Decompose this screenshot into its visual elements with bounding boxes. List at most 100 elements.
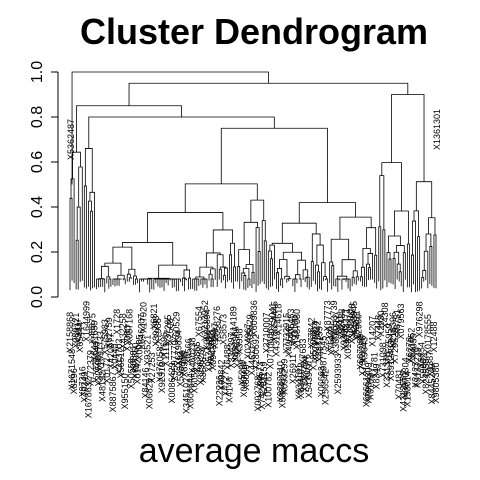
- leaf-label: X000014: [239, 361, 249, 397]
- dendrogram-branch: [88, 200, 92, 287]
- dendrogram-branch: [241, 272, 246, 282]
- dendrogram-branch: [243, 275, 247, 291]
- dendrogram-branch: [229, 254, 232, 283]
- leaf-label: X1697733: [96, 331, 106, 372]
- leaf-label: X345102: [182, 378, 192, 414]
- dendrogram-branch: [121, 242, 174, 266]
- leaf-label: X2920: [233, 342, 243, 368]
- dendrogram-branch: [302, 269, 309, 281]
- y-axis: 0.0 0.2 0.4 0.6 0.8 1.0: [29, 61, 59, 308]
- leaf-label: X1226: [325, 326, 335, 352]
- leaf-label: X44611: [247, 346, 257, 376]
- dendrogram-branch: [263, 240, 267, 289]
- leaf-label: X218396: [388, 312, 398, 348]
- dendrogram-branch: [238, 249, 250, 267]
- dendrogram-branch: [149, 278, 153, 293]
- y-tick-label: 0.8: [29, 106, 46, 128]
- leaf-label: X9643: [359, 337, 369, 363]
- leaf-label: X4573: [255, 361, 265, 387]
- leaf-label: X3837: [73, 318, 83, 344]
- leaf-label: X058276: [212, 306, 222, 342]
- dendrogram-branch: [218, 268, 222, 283]
- dendrogram-branch: [70, 178, 75, 283]
- leaf-label: X824555: [421, 359, 431, 395]
- dendrogram-branch: [388, 235, 401, 253]
- leaf-label: X3273078: [347, 303, 357, 344]
- dendrogram-branch: [204, 278, 208, 289]
- leaf-label: X1387: [425, 351, 435, 377]
- leaf-label: X280692: [251, 334, 261, 370]
- dendrogram-branch: [128, 82, 409, 106]
- leaf-label: X089721: [71, 313, 81, 349]
- leaf-label: X609836: [249, 300, 259, 336]
- dendrogram-branch: [277, 268, 283, 279]
- leaf-label: X0440: [110, 344, 120, 370]
- leaf-label: X093299: [280, 359, 290, 395]
- leaf-label: X7961228: [357, 335, 367, 376]
- leaf-label: X12488: [429, 321, 439, 352]
- dendrogram-branch: [78, 166, 83, 281]
- dendrogram-branch: [314, 264, 319, 285]
- leaf-label: X6821: [149, 303, 159, 329]
- dendrogram-branch: [141, 278, 145, 282]
- leaf-label: X67554: [194, 306, 204, 337]
- leaf-label: X3958: [235, 328, 245, 354]
- leaf-label: X7934309: [364, 362, 374, 403]
- leaf-label: X313702: [114, 339, 124, 375]
- leaf-label: X887159: [314, 326, 324, 362]
- leaf-label: X6059: [190, 368, 200, 394]
- dendrogram-branch: [139, 278, 143, 293]
- leaf-label: X6488: [222, 344, 232, 370]
- leaf-label: X93521: [143, 335, 153, 366]
- leaf-label: X0943050: [208, 330, 218, 371]
- chart-title: Cluster Dendrogram: [80, 11, 428, 52]
- dendrogram-branch: [297, 259, 306, 275]
- dendrogram-branch: [208, 273, 213, 281]
- dendrogram-branch: [132, 275, 137, 285]
- dendrogram-branch: [279, 259, 288, 277]
- leaf-label: X667850: [130, 343, 140, 379]
- dendrogram-branch: [165, 278, 169, 286]
- leaf-label: X60529: [171, 312, 181, 343]
- dendrogram-branch: [293, 278, 298, 284]
- leaf-label: X1675959: [384, 324, 394, 365]
- leaf-label: X846207: [137, 314, 147, 350]
- dendrogram-branch: [366, 227, 377, 256]
- x-axis-label: average maccs: [139, 432, 370, 470]
- y-tick-label: 0.6: [29, 151, 46, 173]
- leaf-label: X56512: [116, 347, 126, 378]
- dendrogram-branch: [360, 266, 365, 288]
- leaf-label: X531052: [406, 328, 416, 364]
- leaf-label: X3606322: [331, 314, 341, 355]
- dendrogram-branch: [398, 271, 402, 287]
- dendrogram-branch: [336, 275, 348, 279]
- leaf-label: X59982: [419, 353, 429, 384]
- dendrogram-branch: [267, 250, 272, 290]
- leaf-label: X8445249: [427, 364, 437, 405]
- y-tick-label: 0.0: [29, 286, 46, 308]
- dendrogram-branch: [421, 276, 425, 289]
- leaf-label: X420977: [106, 333, 116, 369]
- dendrogram-branch: [341, 259, 356, 277]
- dendrogram-branch: [282, 251, 302, 261]
- dendrogram-branch: [83, 185, 87, 289]
- dendrogram-branch: [429, 246, 433, 286]
- leaf-label: X7733915: [282, 313, 292, 354]
- leaf-label: X39793: [151, 316, 161, 347]
- leaf-label: X406453: [286, 309, 296, 345]
- leaf-label: X1781: [370, 352, 380, 378]
- leaf-label: X606644: [186, 373, 196, 409]
- dendrogram-branch: [329, 261, 334, 284]
- dendrogram-branch: [210, 268, 216, 280]
- dendrogram-branch: [135, 278, 138, 285]
- dendrogram-branch: [251, 271, 255, 289]
- dendrogram-branch: [220, 127, 328, 203]
- leaf-label: X731098: [378, 342, 388, 378]
- leaf-label: X7696: [159, 332, 169, 358]
- dendrogram-branch: [102, 278, 106, 293]
- dendrogram-branch: [433, 234, 437, 289]
- leaf-label: X6751: [392, 309, 402, 335]
- dendrogram-branch: [425, 233, 432, 252]
- dendrogram-branch: [379, 175, 385, 230]
- dendrogram-branch: [341, 278, 345, 290]
